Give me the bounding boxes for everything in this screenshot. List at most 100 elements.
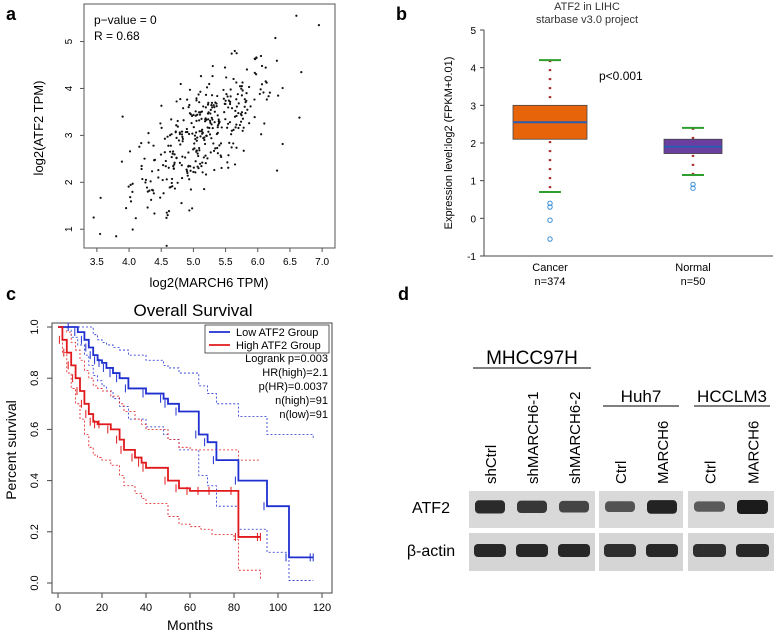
scatter-point	[258, 92, 261, 96]
scatter-y-tick-label: 4	[64, 85, 75, 91]
scatter-x-tick-label: 5.5	[219, 257, 233, 268]
scatter-point	[228, 141, 231, 144]
scatter-x-tick-label: 6.5	[283, 257, 297, 268]
scatter-point	[253, 116, 256, 119]
survival-x-tick-label: 120	[313, 602, 331, 614]
survival-y-tick-label: 1.0	[29, 319, 41, 334]
scatter-annotation-r: R = 0.68	[94, 29, 140, 43]
scatter-point	[233, 163, 237, 166]
scatter-point	[170, 118, 173, 121]
scatter-point	[167, 210, 171, 213]
scatter-point	[204, 162, 207, 165]
survival-stat-logrank: Logrank p=0.003	[245, 353, 328, 365]
scatter-point	[160, 104, 163, 107]
scatter-y-axis-label: log2(ATF2 TPM)	[31, 81, 46, 176]
blot-lane-label: MARCH6	[746, 421, 763, 484]
scatter-point	[210, 101, 214, 104]
scatter-point	[148, 189, 151, 192]
scatter-point	[242, 149, 245, 152]
scatter-point	[175, 156, 178, 159]
scatter-point	[173, 161, 176, 164]
scatter-point	[225, 93, 228, 96]
scatter-y-tick-label: 1	[64, 226, 75, 232]
scatter-point	[247, 85, 251, 89]
scatter-point	[241, 89, 244, 92]
boxplot-outlier	[547, 236, 553, 242]
scatter-point	[208, 126, 211, 130]
survival-ci-lower	[58, 326, 314, 581]
scatter-point	[243, 105, 246, 108]
scatter-point	[263, 122, 266, 125]
scatter-point	[194, 137, 197, 141]
survival-x-tick-label: 40	[140, 602, 152, 614]
scatter-point	[170, 155, 173, 159]
scatter-point	[197, 93, 200, 96]
scatter-x-tick-label: 3.5	[90, 257, 104, 268]
survival-curves	[58, 323, 314, 562]
scatter-point	[195, 97, 198, 100]
scatter-point	[128, 150, 132, 153]
scatter-point	[236, 93, 239, 96]
scatter-point	[180, 201, 183, 205]
scatter-point	[230, 52, 233, 55]
scatter-point	[146, 206, 149, 209]
survival-plot-frame	[51, 322, 333, 594]
scatter-point	[169, 186, 172, 189]
scatter-point	[152, 192, 155, 195]
scatter-point	[170, 133, 173, 136]
survival-ci-upper	[58, 326, 314, 440]
scatter-point	[188, 112, 192, 115]
scatter-point	[194, 160, 197, 163]
scatter-point	[227, 154, 230, 157]
scatter-point	[235, 114, 238, 117]
blot-band-actin	[693, 544, 726, 557]
scatter-point	[189, 165, 192, 168]
scatter-point	[237, 126, 240, 130]
scatter-point	[267, 95, 270, 98]
scatter-y-tick-label: 2	[64, 179, 75, 185]
blot-lane-labels: shCtrl shMARCH6-1 shMARCH6-2 Ctrl MARCH6 Ctrl…	[483, 391, 763, 484]
scatter-point	[153, 158, 157, 161]
scatter-point	[141, 177, 144, 181]
scatter-point	[226, 126, 229, 129]
blot-band-actin	[604, 544, 636, 557]
scatter-point	[174, 131, 177, 134]
scatter-point	[209, 151, 212, 154]
scatter-point	[210, 104, 213, 107]
scatter-point	[180, 176, 184, 180]
scatter-point	[227, 99, 231, 102]
scatter-point	[199, 90, 202, 93]
survival-panel: Overall Survival 0 20 40 60 80 100 120 0.00.20…	[3, 301, 333, 633]
scatter-point	[216, 126, 219, 129]
scatter-point	[188, 209, 191, 212]
scatter-point	[170, 177, 174, 181]
scatter-point	[186, 174, 189, 177]
scatter-point	[187, 132, 191, 136]
scatter-point	[234, 109, 237, 112]
scatter-point	[195, 149, 198, 152]
scatter-point	[211, 64, 214, 68]
scatter-point	[232, 128, 235, 131]
boxplot-outlier	[690, 181, 696, 188]
scatter-point	[192, 170, 195, 174]
scatter-point	[159, 153, 163, 156]
scatter-point	[164, 165, 167, 168]
scatter-point	[207, 111, 210, 114]
scatter-point	[216, 131, 219, 134]
scatter-point	[211, 74, 214, 78]
scatter-point	[194, 131, 198, 134]
scatter-point	[235, 123, 238, 126]
boxplot-y-tick-label: -1	[467, 252, 476, 263]
scatter-point	[213, 110, 216, 113]
scatter-point	[234, 126, 237, 129]
scatter-point	[237, 102, 240, 105]
scatter-point	[145, 186, 149, 189]
scatter-point	[164, 159, 167, 163]
scatter-point	[196, 136, 199, 139]
scatter-point	[188, 103, 191, 107]
scatter-point	[161, 178, 164, 182]
scatter-point	[232, 142, 235, 145]
scatter-point	[186, 171, 189, 175]
scatter-point	[260, 133, 263, 136]
scatter-point	[173, 153, 176, 156]
